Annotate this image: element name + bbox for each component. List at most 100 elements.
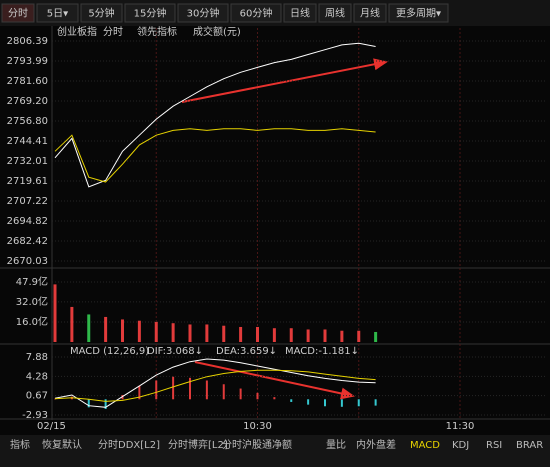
x-tick-label: 02/15	[37, 421, 66, 432]
macd-bar	[273, 397, 276, 400]
macd-bar	[155, 380, 158, 400]
toolbar-button[interactable]	[36, 3, 79, 23]
volume-bar	[357, 330, 361, 342]
volume-bar	[222, 325, 226, 342]
y-tick-label: 2732.01	[7, 156, 48, 167]
chart-title: MACD (12,26,9)	[70, 346, 149, 357]
volume-bar	[256, 326, 259, 342]
trend-arrow	[194, 361, 355, 400]
toolbar-label[interactable]: 分时	[8, 8, 28, 20]
toolbar-label[interactable]: 日线	[290, 7, 310, 20]
price-line	[54, 128, 376, 183]
y-tick-label: 16.0亿	[16, 315, 48, 328]
macd-bar	[324, 399, 326, 407]
volume-bar	[188, 324, 192, 342]
y-tick-label: 47.9亿	[16, 275, 48, 288]
legend-entry: DIF:3.068↓	[147, 346, 203, 357]
macd-bar	[104, 399, 107, 409]
legend-entry: 分时	[103, 26, 123, 38]
volume-bar	[70, 306, 74, 342]
y-tick-label: 2670.03	[7, 256, 48, 267]
volume-bar	[306, 329, 310, 342]
toolbar-label[interactable]: 5日▾	[47, 9, 68, 20]
toolbar-label[interactable]: 5分钟	[88, 7, 114, 20]
legend-entry: 成交额(元)	[193, 25, 241, 38]
volume-bar	[87, 314, 91, 342]
y-tick-label: 2707.22	[7, 196, 48, 207]
tab[interactable]: 指标	[10, 438, 30, 451]
tab[interactable]: 内外盘差	[356, 438, 396, 451]
volume-bar	[205, 324, 209, 342]
macd-bar	[256, 392, 259, 400]
toolbar-label[interactable]: 15分钟	[134, 7, 167, 20]
volume-bar	[239, 326, 243, 342]
toolbar-label[interactable]: 月线	[360, 7, 380, 20]
tab[interactable]: KDJ	[452, 440, 469, 451]
tab[interactable]: 量比	[326, 439, 346, 451]
legend-entry: MACD:-1.181↓	[285, 346, 359, 357]
macd-bar	[340, 399, 343, 407]
volume-bar	[323, 329, 327, 342]
y-tick-label: -2.93	[22, 410, 48, 421]
toolbar-button[interactable]	[1, 3, 35, 23]
toolbar-label[interactable]: 60分钟	[240, 7, 273, 20]
macd-bar	[307, 399, 310, 405]
macd-bar	[189, 377, 191, 400]
macd-bar	[87, 399, 90, 408]
tab[interactable]: BRAR	[516, 440, 543, 451]
macd-bar	[374, 399, 377, 406]
y-tick-label: 2781.60	[7, 76, 48, 87]
legend-entry: DEA:3.659↓	[216, 346, 277, 357]
tab[interactable]: 分时沪股通净额	[222, 438, 292, 451]
toolbar-button[interactable]	[230, 3, 282, 23]
chart-title: 创业板指	[57, 25, 97, 38]
macd-bar	[290, 399, 293, 402]
toolbar-button[interactable]	[353, 3, 387, 23]
volume-bar	[104, 316, 108, 342]
tab[interactable]: MACD	[410, 440, 440, 451]
tab[interactable]: 恢复默认	[42, 438, 82, 451]
y-tick-label: 7.88	[26, 352, 48, 363]
volume-bar	[272, 328, 276, 342]
volume-bar	[137, 320, 141, 342]
y-tick-label: 2756.80	[7, 116, 48, 127]
volume-bar	[171, 323, 175, 342]
toolbar-button[interactable]	[283, 3, 317, 23]
y-tick-label: 32.0亿	[16, 295, 48, 308]
chart: 分时 5日▾ 5分钟 15分钟 30分钟 60分钟 日线 周线 月线 更多周期▾ 2806.39 27…	[1, 3, 545, 432]
toolbar-button[interactable]	[318, 3, 352, 23]
toolbar-label[interactable]: 30分钟	[187, 7, 220, 20]
macd-line	[54, 369, 376, 402]
x-tick-label: 10:30	[243, 421, 272, 432]
volume-bar	[340, 330, 344, 342]
toolbar-label[interactable]: 更多周期▾	[396, 7, 441, 20]
volume-bar	[154, 321, 158, 342]
macd-bar	[239, 388, 242, 400]
tab[interactable]: RSI	[486, 440, 502, 451]
y-tick-label: 2793.99	[7, 56, 48, 67]
toolbar-label[interactable]: 周线	[325, 7, 345, 20]
y-tick-label: 4.28	[26, 371, 48, 382]
x-tick-label: 11:30	[446, 421, 475, 432]
price-line	[54, 42, 376, 188]
macd-line	[54, 358, 376, 408]
macd-bar	[172, 376, 175, 400]
macd-bar	[357, 399, 360, 407]
y-tick-label: 2719.61	[7, 176, 48, 187]
legend-entry: 领先指标	[137, 25, 177, 38]
tab[interactable]: 分时DDX[L2]	[98, 439, 160, 451]
volume-bar	[289, 328, 293, 342]
toolbar-button[interactable]	[388, 3, 449, 23]
toolbar-button[interactable]	[80, 3, 123, 23]
tab[interactable]: 分时博弈[L2]	[168, 438, 228, 451]
toolbar-button[interactable]	[124, 3, 176, 23]
macd-bar	[54, 398, 56, 400]
y-tick-label: 2682.42	[7, 236, 48, 247]
macd-bar	[205, 380, 208, 400]
y-tick-label: 0.67	[26, 391, 48, 402]
volume-bar	[374, 331, 378, 342]
y-tick-label: 2694.82	[7, 216, 48, 227]
toolbar-button[interactable]	[177, 3, 229, 23]
macd-bar	[138, 385, 141, 400]
